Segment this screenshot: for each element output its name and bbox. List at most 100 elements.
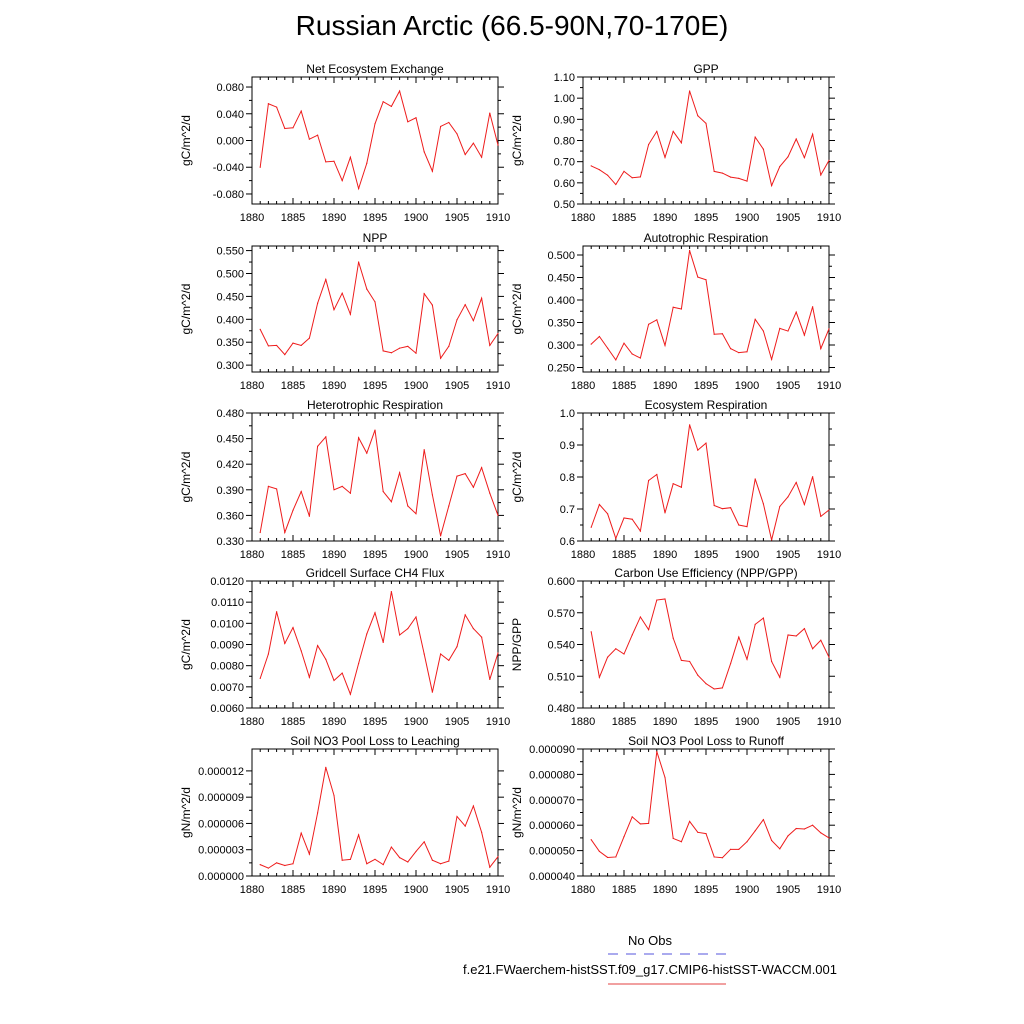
data-point	[366, 162, 368, 164]
data-point	[358, 662, 360, 665]
y-tick-label: 0.540	[547, 640, 575, 652]
data-point	[415, 616, 417, 618]
series-line	[259, 261, 499, 360]
data-point	[390, 590, 392, 593]
data-point	[623, 170, 625, 173]
data-point	[730, 348, 732, 350]
x-tick-label: 1910	[486, 212, 510, 224]
data-point	[689, 249, 691, 252]
data-point	[382, 490, 384, 493]
chart-title: Soil NO3 Pool Loss to Runoff	[628, 734, 785, 748]
data-point	[697, 831, 699, 833]
data-point	[607, 347, 609, 349]
y-tick-label: 0.250	[547, 363, 575, 375]
data-point	[292, 863, 294, 865]
data-point	[713, 504, 715, 507]
y-axis-label: gN/m^2/d	[179, 787, 193, 838]
x-tick-label: 1900	[404, 884, 428, 896]
data-point	[472, 142, 474, 144]
data-point	[680, 841, 683, 843]
x-tick-label: 1900	[404, 716, 428, 728]
y-tick-label: 0.000	[216, 136, 244, 148]
x-tick-label: 1905	[445, 212, 469, 224]
plot-frame	[582, 748, 830, 877]
data-point	[762, 503, 765, 505]
data-point	[705, 279, 707, 281]
data-point	[820, 639, 822, 641]
y-tick-label: 0.300	[547, 340, 575, 352]
x-tick-label: 1905	[776, 884, 800, 896]
x-tick-label: 1890	[653, 884, 677, 896]
data-point	[497, 856, 499, 858]
data-point	[382, 864, 384, 866]
data-point	[590, 839, 592, 841]
y-tick-label: 0.0120	[210, 576, 244, 588]
data-point	[333, 489, 335, 491]
data-point	[648, 629, 650, 631]
chart-9	[577, 748, 835, 877]
y-tick-label: 0.6	[560, 536, 575, 548]
chart-title: Ecosystem Respiration	[645, 398, 768, 412]
data-point	[730, 662, 732, 665]
x-tick-label: 1885	[612, 884, 636, 896]
data-point	[672, 483, 674, 485]
y-tick-label: 0.480	[547, 703, 575, 715]
y-axis-label: gC/m^2/d	[179, 115, 193, 166]
x-tick-label: 1895	[363, 212, 387, 224]
data-point	[267, 485, 269, 487]
data-point	[267, 867, 269, 869]
data-point	[803, 828, 806, 830]
data-point	[812, 824, 814, 826]
data-point	[497, 652, 499, 654]
data-point	[828, 837, 830, 839]
data-point	[300, 344, 302, 347]
data-point	[431, 494, 433, 496]
data-point	[615, 359, 617, 361]
data-point	[358, 261, 360, 263]
x-tick-label: 1890	[322, 884, 346, 896]
data-point	[415, 117, 417, 119]
data-point	[341, 180, 343, 182]
data-point	[267, 103, 269, 105]
data-point	[423, 293, 425, 295]
data-point	[746, 351, 748, 353]
y-tick-label: 0.480	[216, 408, 244, 420]
data-point	[697, 674, 699, 676]
x-tick-label: 1905	[776, 549, 800, 561]
data-point	[464, 472, 466, 475]
data-point	[308, 515, 310, 517]
x-tick-label: 1890	[322, 716, 346, 728]
y-tick-label: 0.000006	[198, 818, 244, 830]
legend-label-no-obs: No Obs	[627, 933, 673, 948]
series-line	[259, 429, 499, 537]
data-point	[730, 848, 732, 850]
x-tick-label: 1910	[817, 549, 841, 561]
y-tick-label: 0.000003	[198, 845, 244, 857]
x-tick-label: 1890	[653, 380, 677, 392]
data-point	[721, 687, 724, 689]
x-tick-label: 1910	[486, 549, 510, 561]
x-tick-label: 1885	[281, 716, 305, 728]
y-tick-label: 0.000040	[529, 871, 575, 883]
data-point	[259, 677, 261, 679]
chart-6	[246, 580, 504, 709]
data-point	[754, 318, 756, 320]
y-tick-label: 0.350	[547, 318, 575, 330]
chart-title: Heterotrophic Respiration	[307, 398, 443, 412]
x-tick-label: 1910	[486, 716, 510, 728]
data-point	[738, 636, 740, 638]
data-point	[399, 90, 401, 92]
x-tick-label: 1905	[776, 212, 800, 224]
data-point	[631, 518, 633, 520]
series-line	[590, 751, 830, 859]
data-point	[292, 626, 294, 629]
data-point	[464, 614, 466, 616]
data-point	[390, 352, 392, 354]
x-tick-label: 1905	[776, 716, 800, 728]
data-point	[779, 165, 781, 168]
data-point	[390, 105, 392, 108]
series-line	[590, 90, 830, 188]
series-line	[260, 767, 499, 869]
chart-4	[246, 412, 504, 542]
data-point	[349, 858, 351, 860]
